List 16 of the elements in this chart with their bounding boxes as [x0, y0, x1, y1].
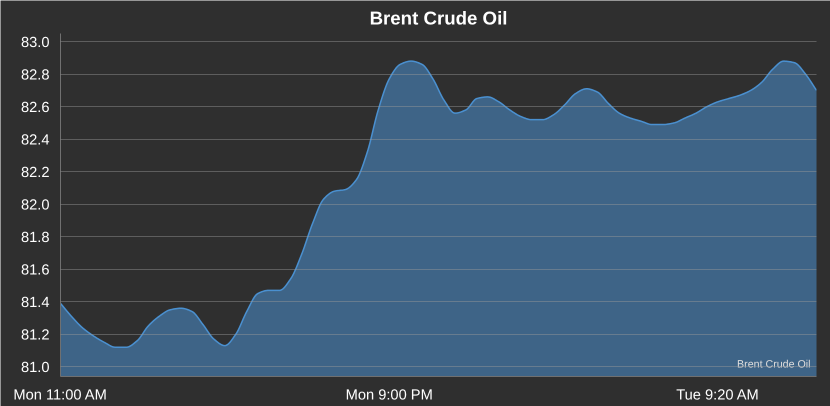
chart-title: Brent Crude Oil — [370, 8, 508, 28]
y-tick-label: 81.2 — [20, 328, 50, 344]
x-tick-label: Mon 11:00 AM — [13, 388, 107, 404]
y-tick-label: 81.8 — [20, 230, 50, 246]
x-tick-label: Mon 9:00 PM — [346, 388, 433, 404]
y-tick-label: 81.4 — [20, 295, 50, 312]
y-tick-label: 82.6 — [20, 100, 50, 116]
y-tick-label: 81.6 — [20, 262, 50, 279]
y-tick-label: 82.2 — [20, 165, 50, 182]
series-label: Brent Crude Oil — [737, 358, 811, 370]
y-tick-label: 82.0 — [20, 198, 50, 214]
x-tick-label: Tue 9:20 AM — [676, 388, 759, 404]
y-tick-label: 83.0 — [20, 35, 50, 52]
y-tick-label: 82.8 — [20, 68, 50, 84]
y-tick-label: 81.0 — [20, 360, 50, 376]
y-tick-label: 82.4 — [20, 132, 50, 149]
